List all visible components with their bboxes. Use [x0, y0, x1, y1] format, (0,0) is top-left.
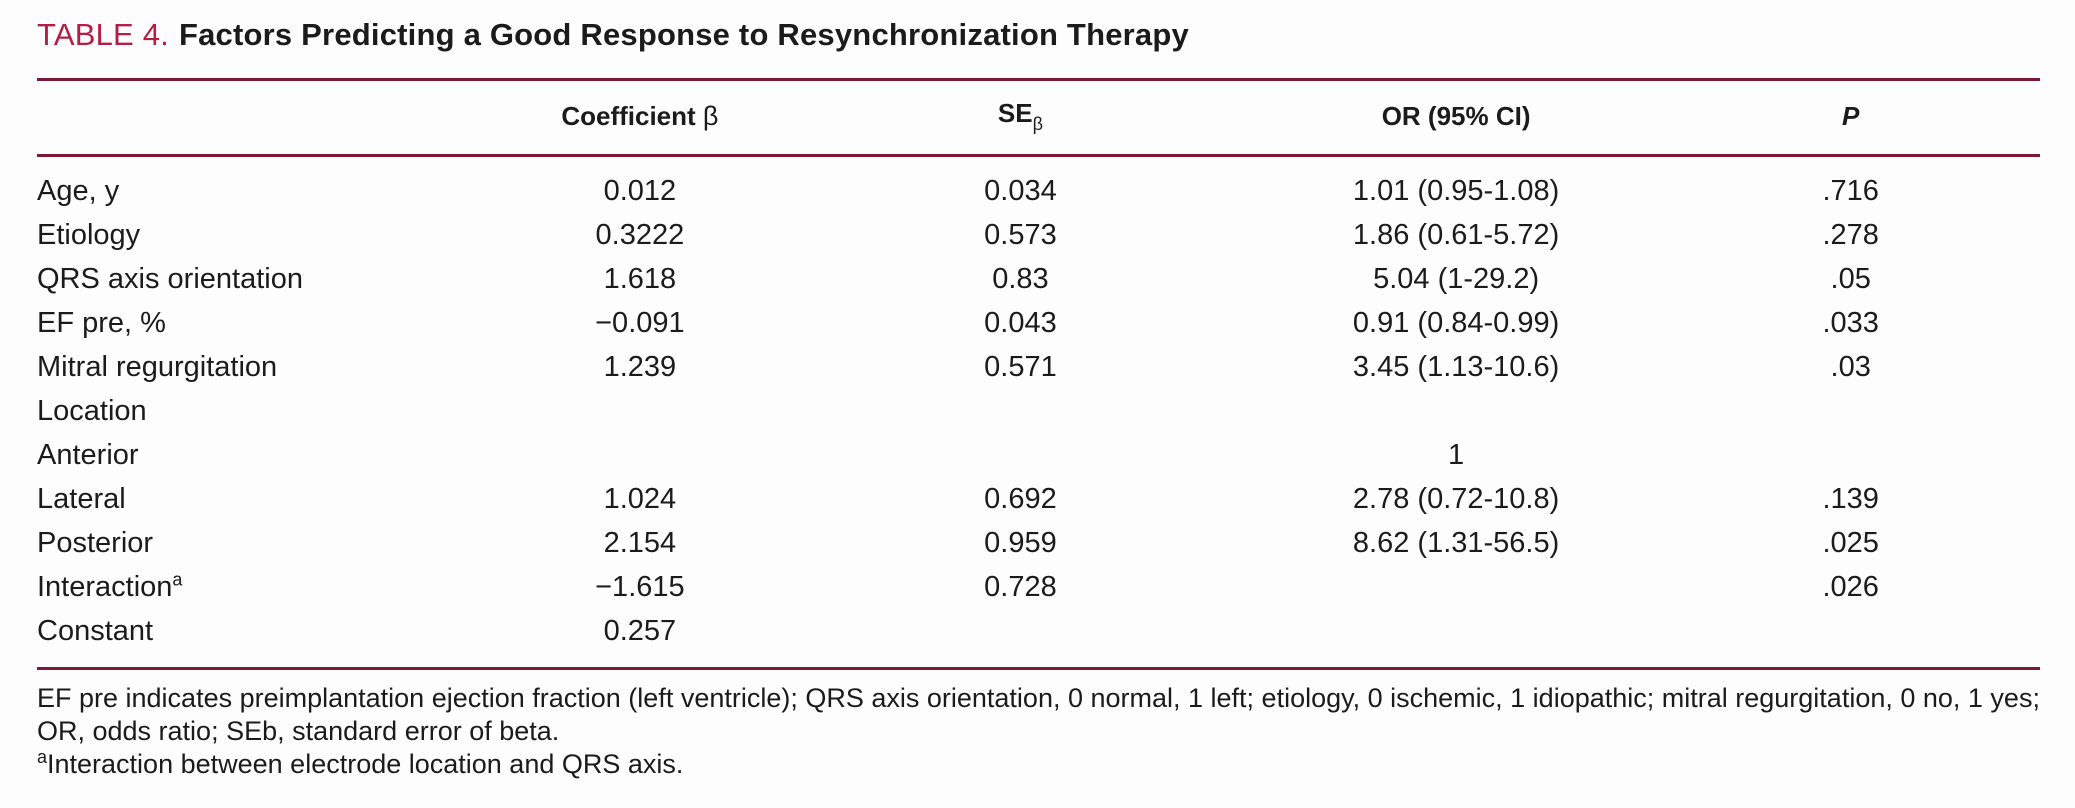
row-label: EF pre, % [37, 307, 166, 339]
row-label: QRS axis orientation [37, 263, 303, 295]
cell-se: 0.571 [984, 351, 1057, 383]
cell-se [790, 433, 1251, 477]
row-label: Etiology [37, 219, 141, 251]
header-se: SEβ [790, 79, 1251, 157]
cell-se [790, 609, 1251, 669]
table-row: Interactiona −1.615 0.728 .026 [37, 565, 2040, 609]
table-row: Anterior 1 [37, 433, 2040, 477]
cell-se: 0.573 [984, 219, 1057, 251]
cell-or: 5.04 (1-29.2) [1373, 263, 1540, 295]
cell-coefficient [490, 433, 790, 477]
cell-p: .05 [1830, 263, 1871, 295]
beta-symbol: β [702, 101, 719, 131]
header-or: OR (95% CI) [1250, 79, 1662, 157]
table-title: TABLE 4. Factors Predicting a Good Respon… [37, 14, 2040, 56]
table-header: Coefficient β SEβ OR (95% CI) P [37, 79, 2040, 157]
cell-se: 0.043 [984, 307, 1057, 339]
table-row: QRS axis orientation 1.618 0.83 5.04 (1-29.… [37, 257, 2040, 301]
cell-coefficient: 1.239 [603, 351, 677, 383]
table-title-text: Factors Predicting a Good Response to Re… [178, 17, 1189, 52]
cell-or: 1 [1448, 439, 1465, 471]
cell-coefficient [490, 389, 790, 433]
row-label: Location [37, 395, 147, 427]
table-number: TABLE 4. [37, 17, 169, 52]
row-label: Constant [37, 615, 154, 647]
cell-se: 0.728 [984, 571, 1057, 603]
cell-coefficient: 1.024 [603, 483, 677, 515]
cell-or [1251, 389, 1662, 433]
table-row: Posterior 2.154 0.959 8.62 (1.31-56.5) .025 [37, 521, 2040, 565]
row-label: Anterior [37, 439, 139, 471]
header-se-label: SE [997, 98, 1033, 128]
table-row: Constant 0.257 [37, 609, 2040, 669]
table-row: Location [37, 389, 2040, 433]
table-row: Age, y 0.012 0.034 1.01 (0.95-1.08) .716 [37, 156, 2040, 214]
cell-se: 0.692 [984, 483, 1057, 515]
cell-p: .026 [1822, 571, 1879, 603]
table-row: Mitral regurgitation 1.239 0.571 3.45 (1.13… [37, 345, 2040, 389]
cell-or [1251, 609, 1662, 669]
cell-coefficient: 0.257 [603, 615, 677, 647]
cell-p [1661, 389, 2040, 433]
cell-coefficient: 2.154 [603, 527, 677, 559]
table-row: EF pre, % −0.091 0.043 0.91 (0.84-0.99) .033 [37, 301, 2040, 345]
cell-or: 8.62 (1.31-56.5) [1352, 527, 1560, 559]
header-p: P [1661, 79, 2040, 157]
cell-coefficient: −0.091 [595, 307, 685, 339]
table-row: Etiology 0.3222 0.573 1.86 (0.61-5.72) .278 [37, 213, 2040, 257]
cell-coefficient: −1.615 [595, 571, 685, 603]
cell-or: 3.45 (1.13-10.6) [1352, 351, 1560, 383]
cell-coefficient: 0.3222 [595, 219, 685, 251]
results-table: Coefficient β SEβ OR (95% CI) P Age, y 0.… [37, 78, 2040, 670]
cell-p [1661, 433, 2040, 477]
footnote-superscript-a: a [37, 747, 48, 767]
row-label: Mitral regurgitation [37, 351, 278, 383]
cell-p: .278 [1822, 219, 1879, 251]
paper-table-figure: TABLE 4. Factors Predicting a Good Respon… [37, 14, 2040, 781]
cell-or [1251, 565, 1662, 609]
se-beta-subscript: β [1032, 114, 1043, 134]
header-coefficient-label: Coefficient [561, 101, 696, 131]
cell-se: 0.034 [984, 175, 1057, 207]
cell-p: .033 [1822, 307, 1879, 339]
cell-se [790, 389, 1251, 433]
row-label: Interactiona [37, 569, 183, 603]
cell-or: 2.78 (0.72-10.8) [1352, 483, 1560, 515]
cell-se: 0.959 [984, 527, 1057, 559]
cell-p: .03 [1830, 351, 1871, 383]
row-label-superscript: a [172, 569, 183, 590]
footnote-abbreviations: EF pre indicates preimplantation ejectio… [37, 683, 2040, 746]
cell-or: 0.91 (0.84-0.99) [1352, 307, 1560, 339]
footnote-interaction-text: Interaction between electrode location a… [47, 749, 684, 779]
header-coefficient: Coefficient β [489, 79, 791, 157]
cell-or: 1.01 (0.95-1.08) [1352, 175, 1560, 207]
cell-p: .716 [1822, 175, 1879, 207]
cell-coefficient: 1.618 [603, 263, 677, 295]
table-row: Lateral 1.024 0.692 2.78 (0.72-10.8) .139 [37, 477, 2040, 521]
row-label: Age, y [37, 175, 120, 207]
cell-se: 0.83 [992, 263, 1049, 295]
table-footnotes: EF pre indicates preimplantation ejectio… [37, 682, 2040, 781]
cell-p [1661, 609, 2040, 669]
row-label: Lateral [37, 483, 126, 515]
cell-p: .025 [1822, 527, 1879, 559]
header-row: Coefficient β SEβ OR (95% CI) P [37, 79, 2040, 157]
header-empty [37, 79, 490, 157]
cell-p: .139 [1822, 483, 1879, 515]
row-label: Posterior [37, 527, 154, 559]
table-body: Age, y 0.012 0.034 1.01 (0.95-1.08) .716 Etio… [37, 156, 2040, 669]
footnote-interaction: aInteraction between electrode location … [37, 748, 2040, 781]
cell-or: 1.86 (0.61-5.72) [1352, 219, 1560, 251]
cell-coefficient: 0.012 [603, 175, 677, 207]
